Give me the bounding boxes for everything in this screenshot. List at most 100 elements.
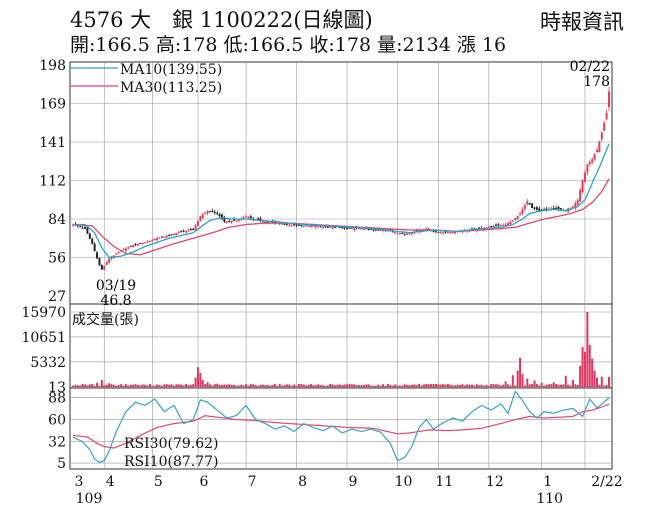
volume-bar (156, 384, 159, 387)
x-tick-label: 6 (200, 474, 209, 490)
volume-bar (240, 384, 243, 387)
candlestick (139, 242, 142, 245)
candle-body (504, 224, 507, 226)
volume-bar (492, 384, 495, 387)
candle-body (189, 229, 192, 231)
candle-body (603, 122, 606, 131)
candle-body (180, 231, 183, 233)
volume-bar (535, 384, 538, 387)
candle-body (507, 223, 510, 226)
candlestick (124, 246, 127, 253)
rsi30-legend-label: RSI30(79.62) (124, 436, 218, 452)
volume-bar (576, 385, 579, 387)
candle-body (444, 231, 447, 233)
candle-body (432, 230, 435, 232)
candle-body (192, 228, 195, 230)
volume-bar (497, 384, 500, 387)
candlestick (437, 231, 440, 233)
volume-bar (439, 384, 442, 387)
candle-body (168, 235, 171, 237)
candlestick (523, 203, 526, 212)
candle-body (394, 232, 397, 234)
volume-bar (278, 384, 281, 387)
candle-body (353, 228, 356, 231)
volume-bar (122, 385, 125, 387)
candlestick (213, 209, 216, 215)
candlestick (595, 147, 598, 153)
candlestick (302, 225, 305, 228)
candle-body (502, 224, 505, 226)
candle-body (257, 218, 260, 221)
volume-bar (233, 384, 236, 387)
volume-bar (182, 385, 185, 387)
volume-bar (552, 382, 555, 387)
candle-body (454, 231, 457, 234)
volume-bar (245, 384, 248, 387)
candlestick (495, 223, 498, 228)
candle-body (531, 203, 534, 208)
volume-bar (81, 384, 84, 387)
volume-bar (531, 384, 534, 387)
volume-bar (386, 384, 389, 387)
volume-bar (550, 384, 553, 387)
volume-bar (281, 385, 284, 387)
candlestick (163, 236, 166, 239)
volume-bar (329, 383, 332, 387)
candlestick (100, 264, 103, 271)
candlestick (259, 216, 262, 223)
candlestick (531, 202, 534, 209)
candle-body (175, 233, 178, 236)
volume-bar (139, 385, 142, 387)
candlestick (502, 223, 505, 226)
volume-bar (307, 384, 310, 387)
candle-body (86, 227, 89, 234)
volume-bar (608, 376, 610, 387)
candle-body (290, 224, 293, 226)
volume-bar (543, 385, 546, 387)
volume-bar (458, 385, 461, 387)
volume-bar (269, 385, 272, 387)
candlestick (196, 220, 199, 227)
candle-body (576, 199, 579, 205)
candle-body (598, 141, 601, 153)
rsi-tick-label: 60 (48, 413, 66, 429)
candlestick (189, 227, 192, 231)
candle-body (331, 227, 334, 229)
candle-body (100, 265, 103, 270)
volume-bar (124, 384, 127, 387)
volume-bar (538, 385, 541, 387)
candlestick (591, 157, 594, 165)
candle-body (370, 228, 373, 230)
candle-body (605, 113, 608, 120)
candle-body (79, 226, 82, 228)
volume-bar (372, 385, 375, 387)
x-tick-label: 4 (106, 474, 115, 490)
candle-body (398, 233, 401, 235)
candlestick (192, 227, 195, 231)
candle-body (314, 226, 317, 228)
candle-body (593, 154, 596, 160)
volume-bar (180, 384, 183, 387)
volume-bar (295, 385, 298, 387)
volume-bar (598, 384, 601, 387)
ma10-legend-label: MA10(139.55) (120, 62, 222, 78)
candle-body (184, 230, 187, 233)
candle-body (136, 244, 139, 246)
candle-body (437, 231, 440, 233)
volume-bar (302, 384, 305, 387)
candle-body (439, 232, 442, 234)
candlestick (507, 221, 510, 226)
volume-bar (288, 384, 291, 387)
candle-body (300, 224, 303, 226)
volume-bar (523, 385, 526, 387)
volume-bar (389, 384, 392, 387)
volume-bar (574, 384, 577, 387)
volume-bar (362, 385, 365, 387)
candle-body (216, 212, 219, 214)
candlestick (115, 252, 118, 255)
volume-bar (406, 384, 409, 387)
volume-bar (456, 384, 459, 387)
volume-bar (103, 385, 106, 387)
volume-bar (398, 385, 401, 387)
volume-bar (367, 384, 370, 387)
